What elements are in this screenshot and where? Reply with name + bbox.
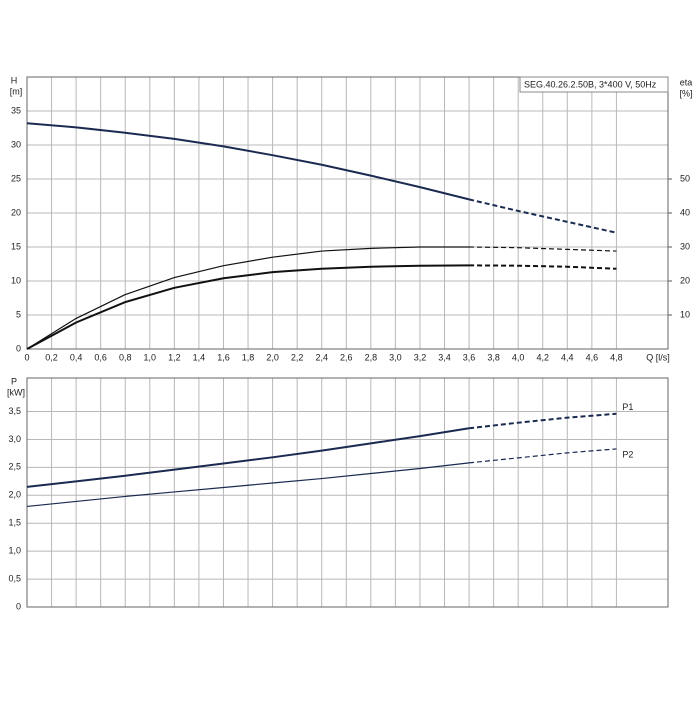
x-tick-label: 0,8 [119,352,132,362]
y2-axis-label: eta [680,77,693,87]
x-tick-label: 1,6 [217,352,230,362]
curve-dashed [469,246,617,252]
x-tick-label: 3,4 [438,352,451,362]
x-tick-label: 3,8 [487,352,500,362]
y-axis-label: P [11,376,17,386]
y2-tick-label: 30 [680,241,690,251]
series-label: P2 [622,449,633,459]
y-axis-unit: [kW] [7,387,25,397]
y-tick-label: 1,5 [8,518,21,528]
series-label: P1 [622,402,633,412]
x-tick-label: 4,6 [586,352,599,362]
curve [26,122,470,201]
y2-tick-label: 40 [680,207,690,217]
plot-frame [26,76,669,350]
x-tick-label: 2,6 [340,352,353,362]
x-tick-label: 2,4 [315,352,328,362]
y-axis-unit: [m] [10,86,23,96]
x-tick-label: 3,2 [414,352,427,362]
y-tick-label: 1,0 [8,546,21,556]
x-tick-label: 1,8 [242,352,255,362]
y-tick-label: 5 [16,309,21,319]
x-tick-label: 1,0 [144,352,157,362]
x-tick-label: 3,0 [389,352,402,362]
x-tick-label: 2,2 [291,352,304,362]
x-tick-label: 0,4 [70,352,83,362]
y-tick-label: 25 [11,173,21,183]
y-tick-label: 3,5 [8,406,21,416]
curve [26,246,470,350]
y2-tick-label: 10 [680,309,690,319]
y-tick-label: 30 [11,139,21,149]
y-tick-label: 20 [11,207,21,217]
curve-dashed [469,448,617,464]
y-tick-label: 15 [11,241,21,251]
curve-dashed [469,264,617,270]
y-axis-label: H [11,75,18,85]
x-tick-label: 2,0 [266,352,279,362]
x-tick-label: 1,2 [168,352,181,362]
x-tick-label: 4,2 [536,352,549,362]
y-tick-label: 0 [16,601,21,611]
y-tick-label: 0 [16,343,21,353]
x-tick-label: 4,0 [512,352,525,362]
x-tick-label: 4,4 [561,352,574,362]
y-tick-label: 2,0 [8,490,21,500]
y2-axis-unit: [%] [679,88,692,98]
y-tick-label: 10 [11,275,21,285]
curve [26,264,470,350]
curve [26,462,470,508]
x-tick-label: 2,8 [365,352,378,362]
x-tick-label: 3,6 [463,352,476,362]
x-tick-label: 0,6 [94,352,107,362]
x-tick-label: 0 [24,352,29,362]
x-tick-label: 0,2 [45,352,58,362]
title-box [519,76,669,93]
x-axis-label: Q [l/s] [646,352,670,362]
curve [26,427,470,488]
y-tick-label: 0,5 [8,573,21,583]
x-tick-label: 1,4 [193,352,206,362]
plot-frame [26,377,669,608]
curve-dashed [468,412,617,430]
y-tick-label: 3,0 [8,434,21,444]
chart-title: SEG.40.26.2.50B, 3*400 V, 50Hz [524,79,657,89]
y2-tick-label: 50 [680,173,690,183]
y-tick-label: 2,5 [8,462,21,472]
y2-tick-label: 20 [680,275,690,285]
x-tick-label: 4,8 [610,352,623,362]
y-tick-label: 35 [11,105,21,115]
curve-dashed [468,198,617,234]
